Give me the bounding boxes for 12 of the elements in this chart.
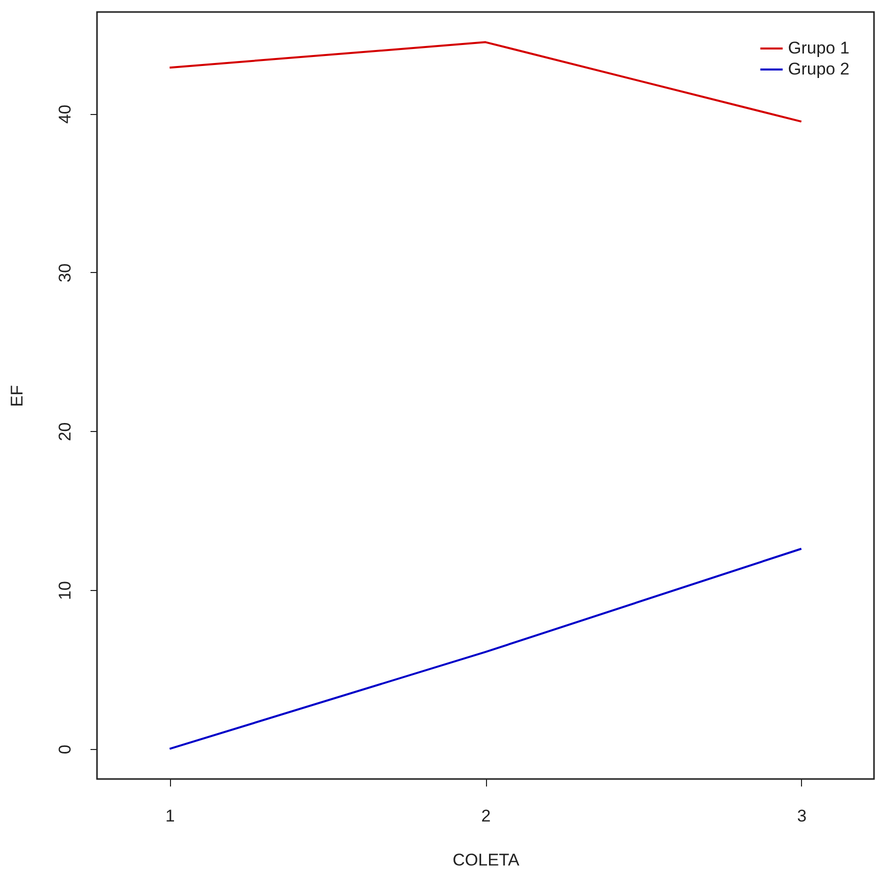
y-tick-label: 40: [56, 104, 74, 124]
y-tick-label: 0: [56, 744, 74, 754]
legend-label: Grupo 1: [788, 38, 850, 58]
y-tick-label: 10: [56, 581, 74, 600]
x-axis-title: COLETA: [452, 850, 520, 870]
x-tick-label: 1: [165, 806, 175, 826]
y-tick-label: 20: [56, 422, 74, 442]
x-tick-label: 2: [481, 806, 491, 826]
y-tick-label: 30: [56, 263, 74, 282]
legend-label: Grupo 2: [788, 60, 850, 78]
x-tick-label: 3: [797, 806, 807, 826]
y-axis-title: EF: [8, 385, 26, 407]
